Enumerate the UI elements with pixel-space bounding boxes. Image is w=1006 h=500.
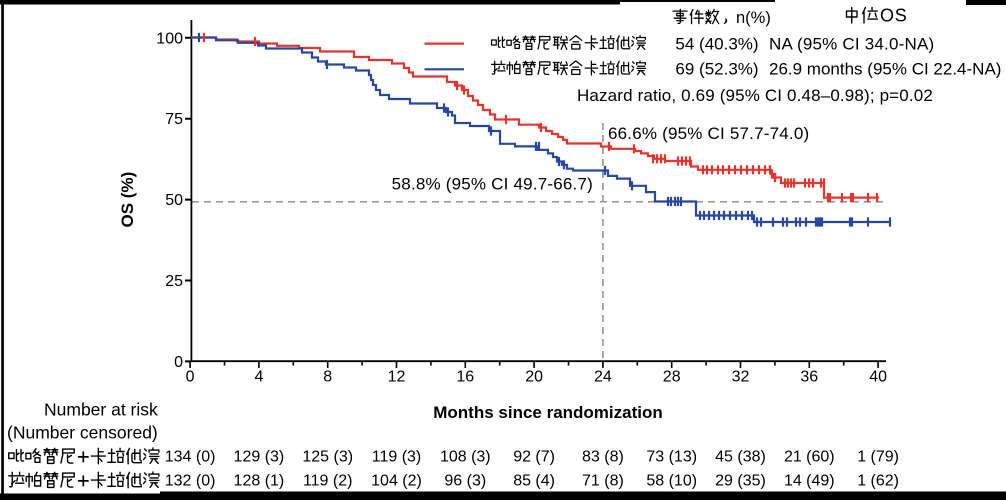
svg-text:58.8% (95% CI 49.7-66.7): 58.8% (95% CI 49.7-66.7) [392,174,593,193]
svg-text:Months since randomization: Months since randomization [433,403,663,422]
svg-text:125 (3): 125 (3) [302,449,353,466]
svg-text:29 (35): 29 (35) [715,473,766,490]
svg-text:100: 100 [156,30,183,47]
svg-text:129 (3): 129 (3) [234,449,285,466]
svg-text:119 (3): 119 (3) [372,449,422,466]
svg-text:1 (62): 1 (62) [857,473,899,490]
svg-text:96 (3): 96 (3) [444,473,486,490]
svg-text:n(%): n(%) [736,9,771,27]
svg-text:0: 0 [186,369,195,386]
svg-text:20: 20 [525,369,543,386]
svg-text:25: 25 [165,273,183,290]
svg-text:0: 0 [174,354,183,371]
svg-text:12: 12 [388,369,406,386]
svg-text:92 (7): 92 (7) [513,449,555,466]
svg-text:4: 4 [254,369,263,386]
svg-text:66.6% (95% CI 57.7-74.0): 66.6% (95% CI 57.7-74.0) [608,124,809,143]
svg-text:71 (8): 71 (8) [582,473,624,490]
svg-text:(Number censored): (Number censored) [7,423,158,443]
svg-text:OS: OS [880,6,908,26]
svg-text:75: 75 [165,111,183,128]
svg-text:26.9 months (95% CI 22.4-NA): 26.9 months (95% CI 22.4-NA) [769,59,1001,78]
svg-text:36: 36 [800,369,818,386]
svg-text:119 (2): 119 (2) [303,473,353,490]
svg-text:85 (4): 85 (4) [513,473,555,490]
svg-text:108 (3): 108 (3) [440,449,491,466]
svg-text:21 (60): 21 (60) [784,449,835,466]
svg-text:132 (0): 132 (0) [165,473,216,490]
svg-text:14 (49): 14 (49) [784,473,835,490]
svg-text:69 (52.3%): 69 (52.3%) [675,59,758,78]
svg-text:1 (79): 1 (79) [857,449,899,466]
svg-text:8: 8 [323,369,332,386]
svg-text:NA (95% CI 34.0-NA): NA (95% CI 34.0-NA) [769,34,934,53]
svg-text:32: 32 [732,369,750,386]
svg-text:54 (40.3%): 54 (40.3%) [675,34,758,53]
svg-text:58 (10): 58 (10) [646,473,697,490]
svg-text:28: 28 [663,369,681,386]
svg-text:73 (13): 73 (13) [646,449,697,466]
svg-text:128 (1): 128 (1) [234,473,285,490]
svg-text:40: 40 [869,369,887,386]
svg-text:104 (2): 104 (2) [371,473,422,490]
svg-text:45 (38): 45 (38) [715,449,766,466]
svg-text:24: 24 [594,369,612,386]
svg-text:134 (0): 134 (0) [165,449,216,466]
svg-text:OS (%): OS (%) [118,172,137,228]
svg-text:Number at risk: Number at risk [44,399,158,419]
svg-text:Hazard ratio, 0.69 (95% CI 0.4: Hazard ratio, 0.69 (95% CI 0.48–0.98); p… [577,86,933,105]
svg-text:83 (8): 83 (8) [582,449,624,466]
svg-text:16: 16 [456,369,474,386]
svg-text:50: 50 [165,192,183,209]
